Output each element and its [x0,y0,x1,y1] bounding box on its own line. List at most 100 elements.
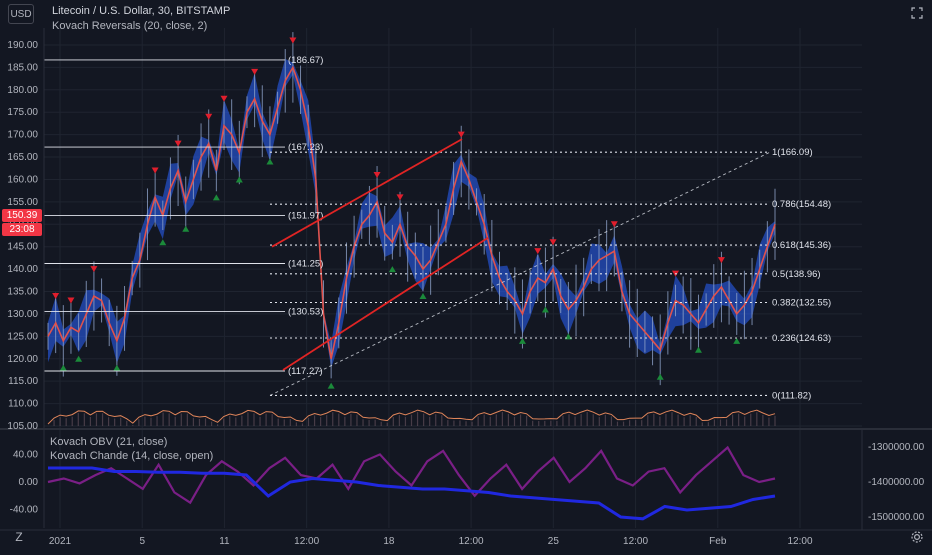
volume-line [47,409,776,425]
reversal-down-marker [174,140,182,147]
reversal-down-marker [534,248,542,255]
reversal-up-marker [694,346,702,353]
last-price-tag: 150.39 [2,209,42,222]
y-tick-label: 160.00 [7,174,38,185]
y-tick-label: 165.00 [7,152,38,163]
fib-trend-line [269,151,771,396]
obv-line [48,466,776,521]
sub-right-tick-label: -1400000.00 [868,477,925,488]
reversal-down-marker [373,171,381,178]
level-label: (141.25) [288,259,323,270]
reversal-down-marker [610,221,618,228]
reversal-up-marker [159,239,167,246]
y-tick-label: 125.00 [7,331,38,342]
sub-right-tick-label: -1300000.00 [868,442,925,453]
countdown-tag: 23:08 [2,223,42,236]
fib-label: 1(166.09) [772,147,813,158]
x-tick-label: 5 [139,536,145,547]
sub-right-tick-label: -1500000.00 [868,512,925,523]
y-tick-label: 110.00 [8,399,38,410]
sub-y-tick-label: 0.00 [19,477,39,488]
y-tick-label: 185.00 [7,62,38,73]
fib-label: 0.5(138.96) [772,269,821,280]
last-price-value: 150.39 [6,210,38,221]
reversal-down-marker [52,293,60,299]
reversal-down-marker [220,95,228,102]
y-tick-label: 190.00 [7,40,38,51]
countdown-value: 23:08 [9,224,35,235]
reversal-up-marker [327,382,335,389]
reversal-up-marker [182,225,190,232]
resize-icon[interactable] [908,4,926,22]
reversal-down-marker [90,266,98,273]
settings-icon[interactable] [908,528,926,546]
y-tick-label: 105.00 [7,421,38,432]
reversal-down-marker [396,194,404,201]
reversal-down-marker [67,297,75,304]
price-band [48,58,775,369]
y-tick-label: 145.00 [7,242,38,253]
fib-label: 0.382(132.55) [772,298,831,309]
y-tick-label: 155.00 [7,197,38,208]
x-tick-label: 2021 [49,536,72,547]
fib-label: 0(111.82) [772,390,811,401]
sub-y-tick-label: 40.00 [13,449,38,460]
reversal-down-marker [251,68,259,75]
y-tick-label: 135.00 [7,287,38,298]
reversal-down-marker [151,167,159,174]
reversal-up-marker [266,158,274,165]
level-label: (186.67) [288,55,323,66]
reversal-up-marker [518,337,526,344]
reversal-up-marker [235,176,243,183]
y-tick-label: 130.00 [7,309,38,320]
sub-y-tick-label: -40.00 [10,505,39,516]
price-line [47,65,776,359]
y-tick-label: 120.00 [7,354,38,365]
level-label: (167.23) [288,142,323,153]
chande-line [47,445,776,505]
reversal-up-marker [419,293,427,299]
reversal-up-marker [212,194,220,201]
reversal-down-marker [289,37,297,44]
indicator-title: Kovach Reversals (20, close, 2) [52,20,208,32]
level-label: (117.27) [288,366,323,377]
x-tick-label: 12:00 [294,536,319,547]
reversal-up-marker [59,364,67,371]
reversal-up-marker [75,355,83,362]
x-tick-label: Feb [709,536,727,547]
currency-button[interactable]: USD [8,4,34,24]
symbol-title: Litecoin / U.S. Dollar, 30, BITSTAMP [52,5,231,17]
reversal-down-marker [457,131,465,138]
reversal-up-marker [113,364,121,371]
sub-indicator-chande: Kovach Chande (14, close, open) [50,450,214,462]
reversal-up-marker [541,306,549,313]
x-tick-label: 11 [219,536,230,547]
x-tick-label: 12:00 [459,536,484,547]
x-tick-label: 12:00 [623,536,648,547]
fib-label: 0.786(154.48) [772,199,831,210]
zoom-icon[interactable]: Z [10,528,28,546]
level-label: (130.53) [288,307,323,318]
reversal-down-marker [205,113,213,120]
reversal-down-marker [549,239,557,246]
channel-upper [271,138,463,248]
reversal-up-marker [388,266,396,273]
x-tick-label: 12:00 [787,536,812,547]
fib-label: 0.236(124.63) [772,333,831,344]
reversal-up-marker [656,373,664,380]
reversal-down-marker [717,257,725,264]
x-tick-label: 18 [383,536,395,547]
y-tick-label: 115.00 [8,376,38,387]
x-tick-label: 25 [548,536,560,547]
zoom-glyph: Z [15,530,23,544]
y-tick-label: 180.00 [7,85,38,96]
sub-indicator-obv: Kovach OBV (21, close) [50,436,168,448]
y-tick-label: 170.00 [7,130,38,141]
level-label: (151.97) [288,210,323,221]
fib-label: 0.618(145.36) [772,240,831,251]
channel-lower [282,236,489,371]
y-tick-label: 140.00 [7,264,38,275]
